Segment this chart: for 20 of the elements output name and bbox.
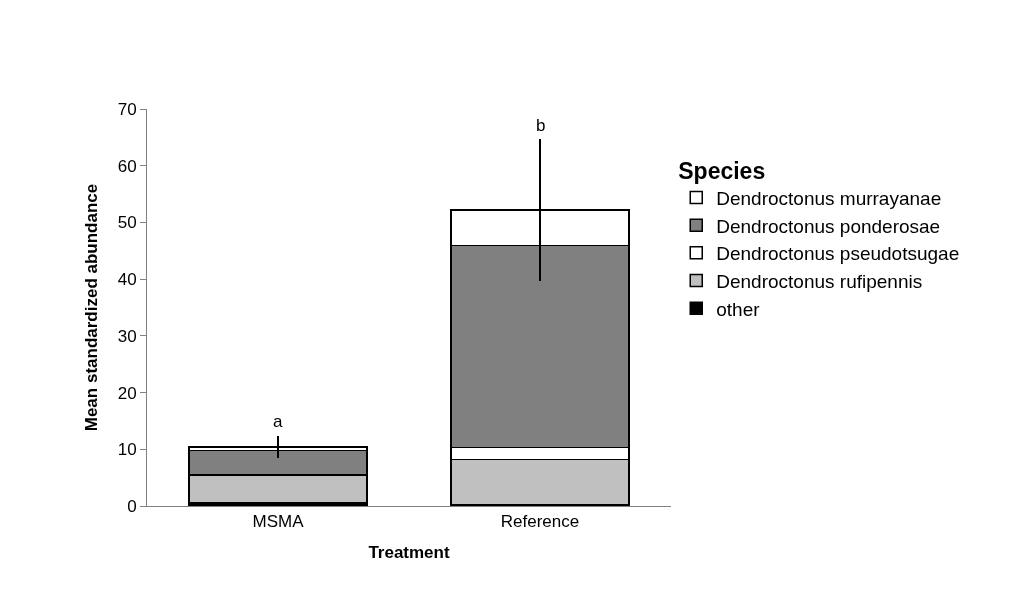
y-tick-label: 40	[117, 270, 137, 290]
annotation: a	[273, 412, 283, 431]
x-tick-label: MSMA	[252, 512, 305, 532]
y-tick-label: 60	[117, 156, 137, 176]
x-axis-title: Treatment	[368, 542, 450, 562]
x-tick-label: Reference	[500, 512, 580, 532]
legend-label: other	[716, 298, 761, 320]
y-tick-label: 20	[117, 383, 137, 403]
annotation: b	[536, 116, 546, 135]
y-tick-label: 70	[117, 99, 137, 119]
legend-label: Dendroctonus murrayanae	[716, 187, 942, 209]
y-tick-label: 0	[127, 496, 137, 516]
legend-title: Species	[678, 157, 766, 184]
legend-label: Dendroctonus rufipennis	[716, 270, 923, 292]
legend-label: Dendroctonus pseudotsugae	[716, 243, 960, 265]
y-tick-label: 30	[117, 326, 137, 346]
y-tick-label: 10	[117, 440, 137, 460]
y-axis-title: Mean standardized abundance	[82, 183, 102, 432]
legend-label: Dendroctonus ponderosae	[716, 215, 941, 237]
y-tick-label: 50	[117, 213, 137, 233]
